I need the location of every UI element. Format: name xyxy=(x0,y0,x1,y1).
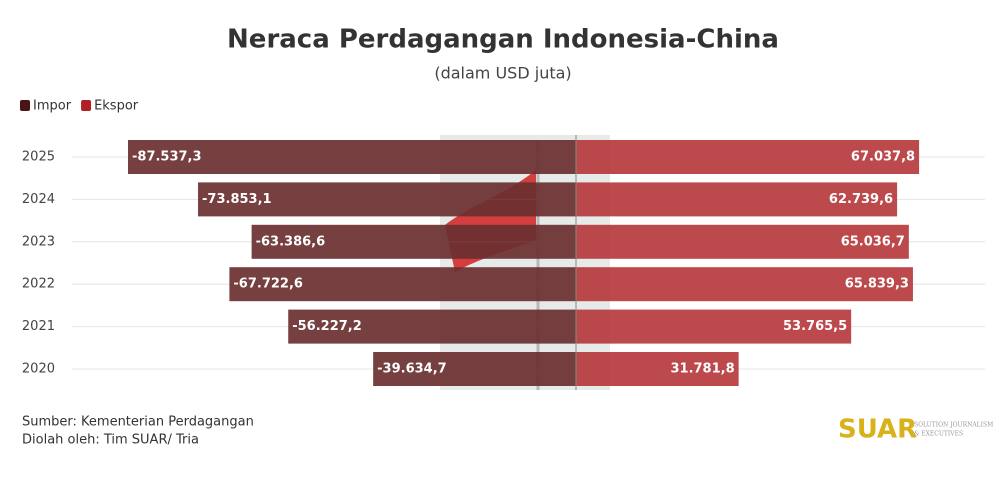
legend: Impor Ekspor xyxy=(20,99,139,114)
value-label: -67.722,6 xyxy=(233,277,303,292)
bar xyxy=(251,224,577,259)
bar xyxy=(373,352,576,386)
value-label: -73.853,1 xyxy=(202,192,272,207)
value-label: -56.227,2 xyxy=(292,319,362,334)
legend-label: Impor xyxy=(33,99,72,114)
y-tick-label: 2024 xyxy=(22,192,55,207)
legend-swatch xyxy=(20,100,30,111)
value-label: -63.386,6 xyxy=(256,234,326,249)
y-tick-label: 2020 xyxy=(22,362,55,377)
bar xyxy=(576,182,898,217)
chart-subtitle: (dalam USD juta) xyxy=(434,64,571,83)
legend-label: Ekspor xyxy=(94,99,139,114)
y-tick-label: 2025 xyxy=(22,150,55,165)
credit: Diolah oleh: Tim SUAR/ Tria xyxy=(22,433,199,448)
bar xyxy=(576,309,852,344)
plot: 2025 2024 2023 2022 2021 2020 -87.537,3 -73.853… xyxy=(22,135,985,390)
logo-tagline: SOLUTION JOURNALISM xyxy=(914,422,993,429)
bar xyxy=(198,182,576,217)
value-label: 65.036,7 xyxy=(841,234,905,249)
value-label: 65.839,3 xyxy=(845,277,909,292)
value-label: -87.537,3 xyxy=(132,150,202,165)
decoration xyxy=(440,135,610,390)
bar xyxy=(128,140,576,174)
value-label: 67.037,8 xyxy=(851,150,915,165)
value-label: 62.739,6 xyxy=(829,192,893,207)
bar xyxy=(288,309,576,344)
bar xyxy=(576,224,909,259)
y-tick-label: 2022 xyxy=(22,277,55,292)
value-label: 31.781,8 xyxy=(670,362,734,377)
bar xyxy=(229,267,577,302)
chart-title: Neraca Perdagangan Indonesia-China xyxy=(227,25,779,55)
legend-swatch xyxy=(81,100,92,111)
logo-tagline: & EXECUTIVES xyxy=(914,431,963,438)
y-tick-label: 2021 xyxy=(22,319,55,334)
y-tick-label: 2023 xyxy=(22,234,55,249)
bar xyxy=(576,267,913,302)
source: Sumber: Kementerian Perdagangan xyxy=(22,415,254,430)
bar xyxy=(576,140,920,174)
bar xyxy=(576,352,739,386)
value-label: -39.634,7 xyxy=(377,362,447,377)
logo: SUAR xyxy=(838,415,917,445)
value-label: 53.765,5 xyxy=(783,319,847,334)
